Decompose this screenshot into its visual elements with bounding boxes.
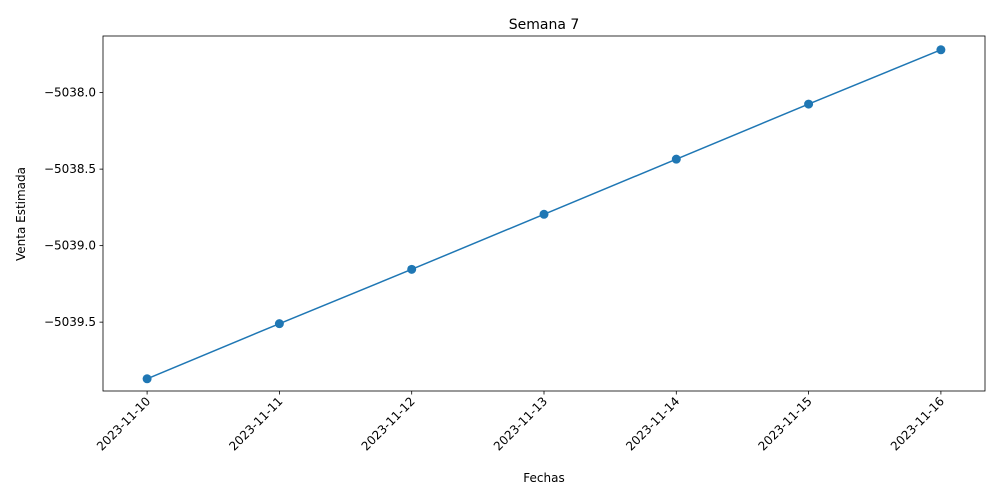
x-tick-label: 2023-11-12 [359, 394, 418, 453]
data-point [804, 99, 814, 109]
x-tick-label: 2023-11-13 [491, 394, 550, 453]
plot-area: −5039.5 −5039.0 −5038.5 −5038.0 2023-11-10 20… [44, 35, 986, 453]
data-point [274, 319, 284, 329]
y-axis-label: Venta Estimada [14, 167, 28, 261]
data-point [539, 209, 549, 219]
data-point [936, 45, 946, 55]
x-axis-label: Fechas [523, 471, 564, 485]
data-point [671, 154, 681, 164]
y-tick-label: −5039.5 [44, 315, 96, 329]
x-tick-label: 2023-11-16 [888, 394, 947, 453]
data-point [142, 374, 152, 384]
y-tick-label: −5039.0 [44, 239, 96, 253]
x-tick-label: 2023-11-15 [756, 394, 815, 453]
x-tick-label: 2023-11-14 [623, 394, 682, 453]
x-tick-label: 2023-11-10 [94, 394, 153, 453]
data-point [407, 264, 417, 274]
chart-title: Semana 7 [509, 17, 580, 33]
x-tick-label: 2023-11-11 [226, 394, 285, 453]
y-tick-label: −5038.5 [44, 162, 96, 176]
y-tick-label: −5038.0 [44, 86, 96, 100]
